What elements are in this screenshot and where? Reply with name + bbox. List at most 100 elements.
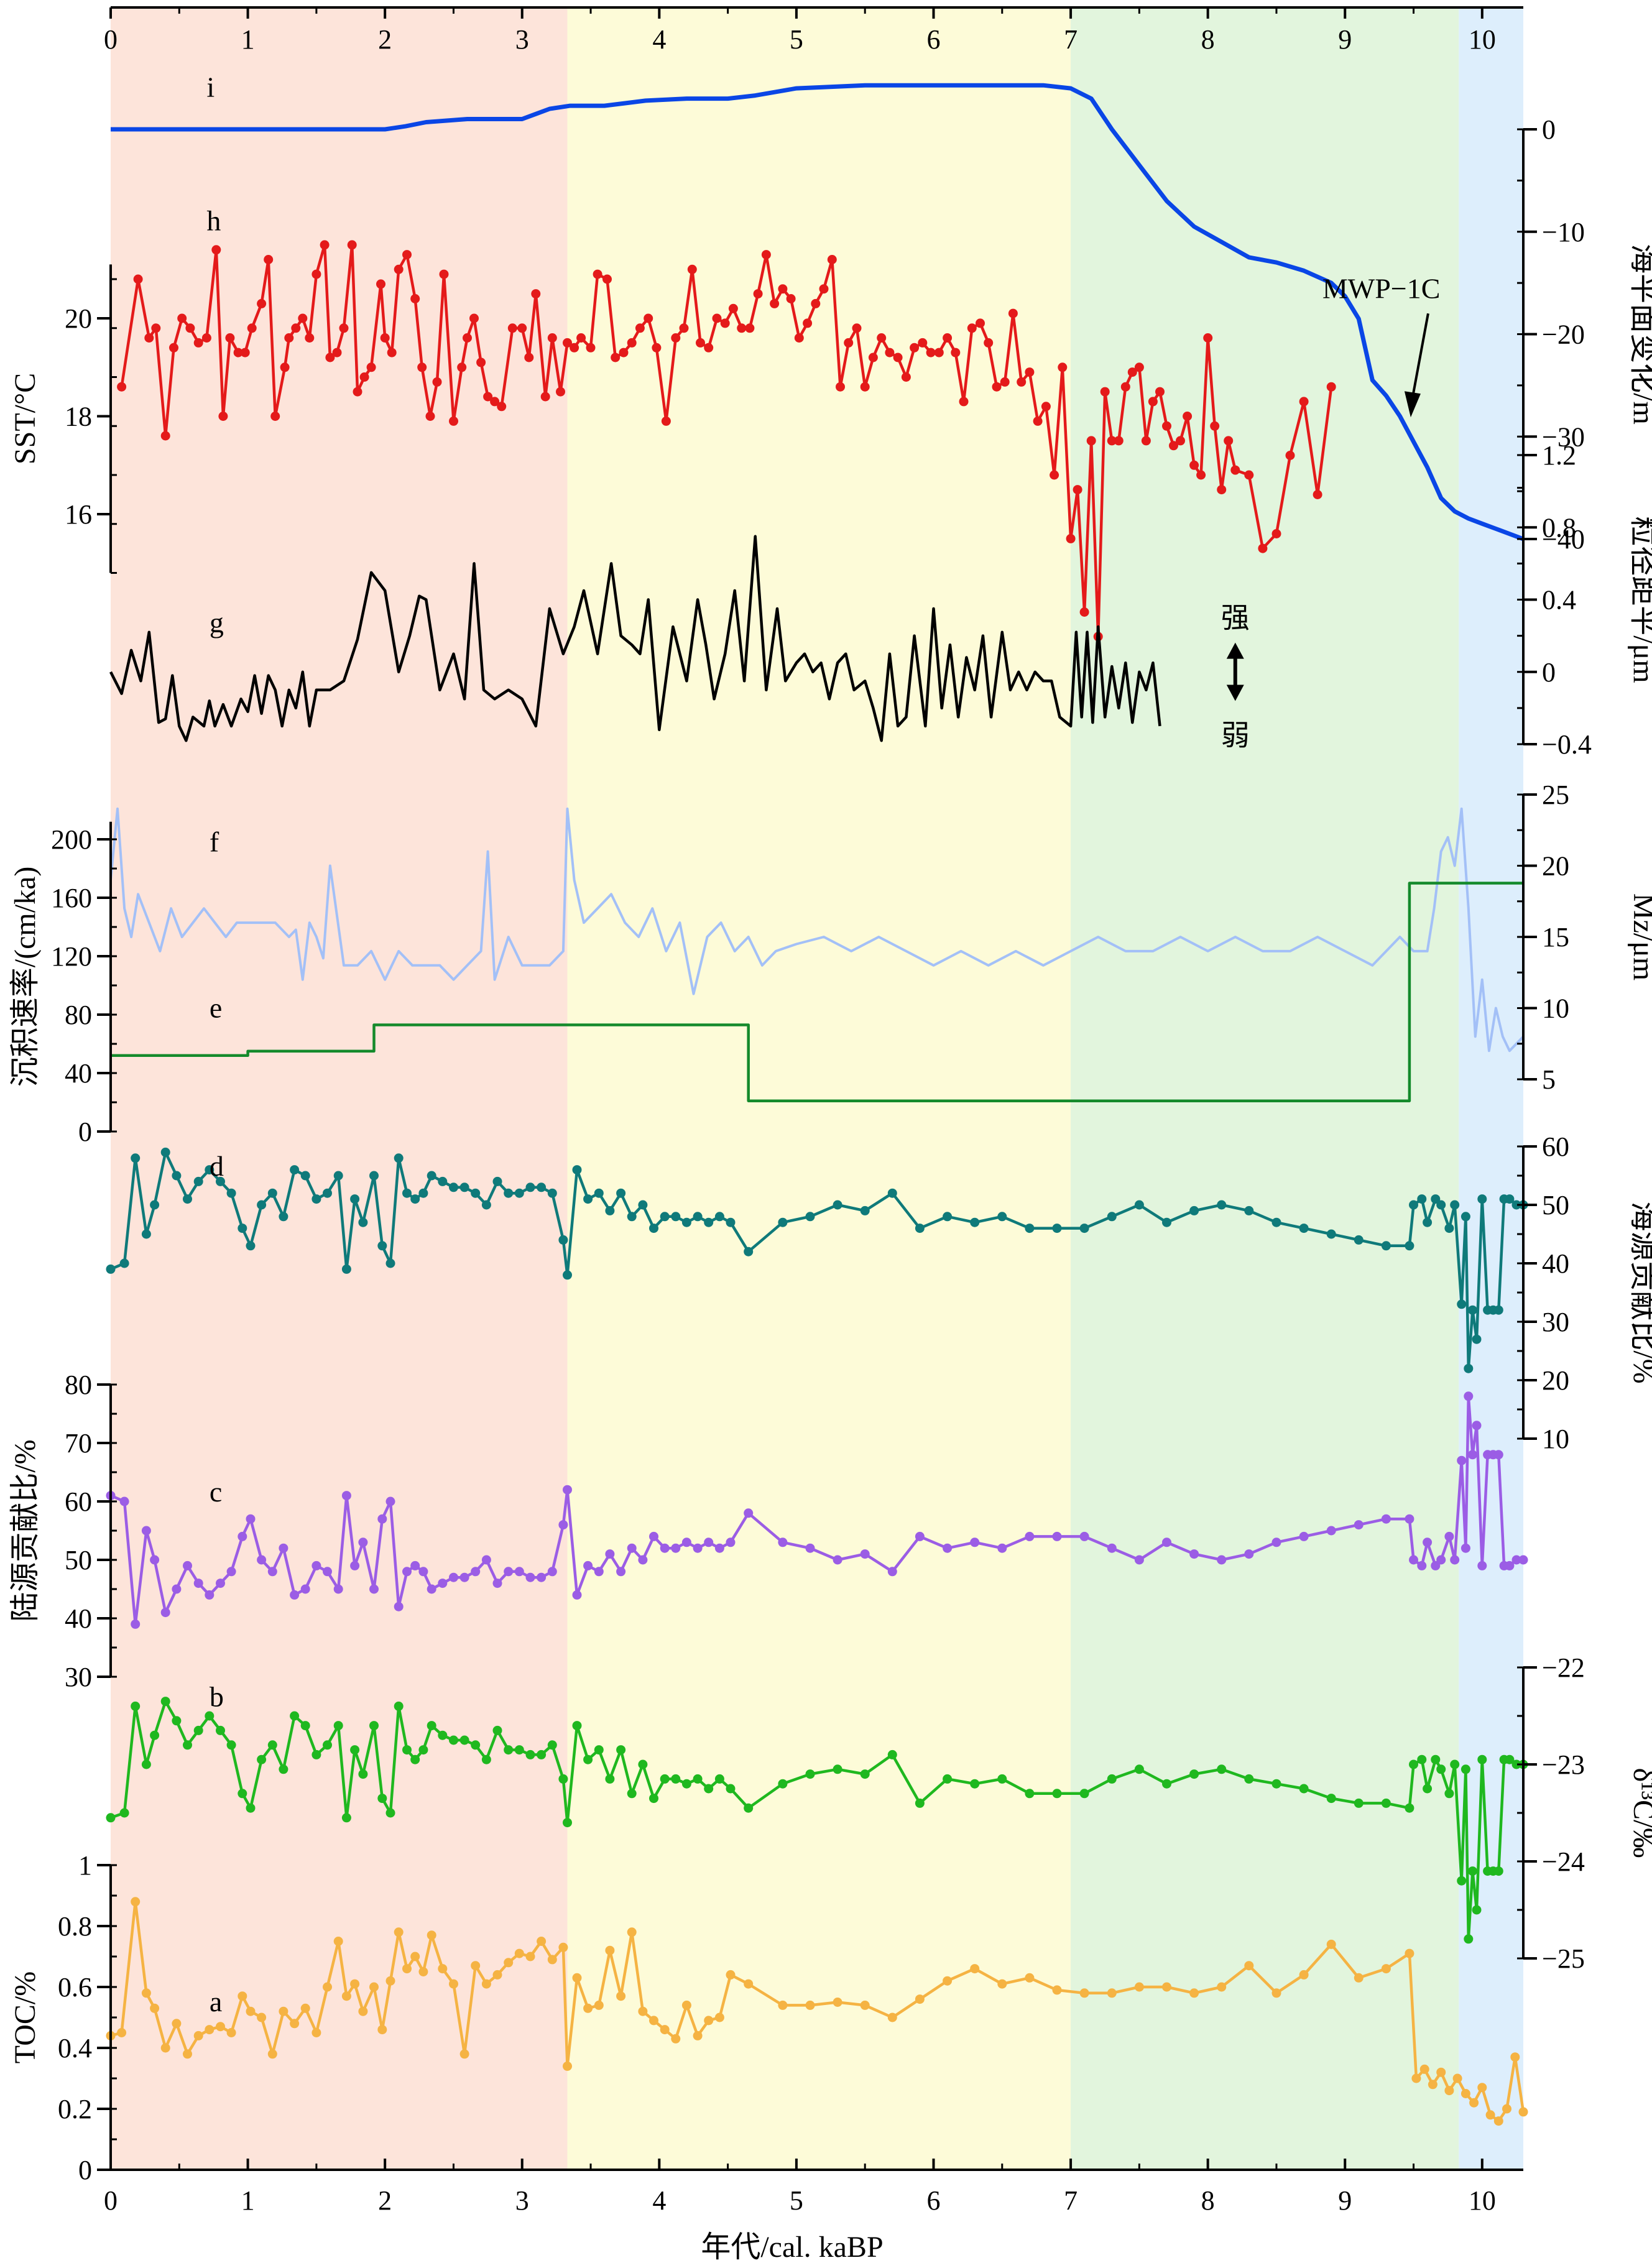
series-b-point [385, 1808, 395, 1818]
series-c-point [279, 1543, 288, 1553]
series-d-point [350, 1194, 360, 1204]
series-h-point [1183, 412, 1193, 421]
series-h-point [984, 338, 994, 348]
series-b-point [402, 1745, 412, 1755]
series-c-point [369, 1584, 379, 1594]
y-tick-label: 0.4 [58, 2033, 92, 2063]
series-h-point [827, 255, 837, 264]
series-h-point [291, 323, 301, 333]
series-c-point [1477, 1560, 1487, 1570]
y-tick-label: 30 [65, 1662, 92, 1692]
series-b-point [671, 1774, 681, 1784]
series-c-point [1025, 1531, 1035, 1541]
series-b-point [333, 1721, 343, 1731]
series-h-point [201, 333, 211, 343]
series-h-point [943, 333, 953, 343]
y-tick-label: 160 [51, 883, 92, 913]
series-h-point [463, 333, 472, 343]
series-a-point [997, 1979, 1007, 1989]
series-d-point [385, 1258, 395, 1268]
series-h-point [593, 269, 602, 279]
series-b-point [1460, 1764, 1470, 1774]
series-a-point [1381, 1964, 1391, 1974]
series-b-point [547, 1740, 557, 1750]
series-c-point [257, 1555, 267, 1565]
series-b-point [970, 1779, 980, 1789]
series-h-point [347, 240, 357, 250]
series-b-point [1107, 1774, 1117, 1784]
series-a-point [394, 1927, 404, 1937]
x-axis-title: 年代/cal. kaBP [701, 2231, 883, 2264]
series-a-point [616, 1991, 626, 2001]
series-d-point [704, 1217, 714, 1227]
series-d-point [323, 1188, 332, 1198]
bottom-x-tick-label: 8 [1201, 2185, 1215, 2216]
y-tick-label: 80 [65, 1000, 92, 1030]
series-h-point [901, 372, 911, 382]
series-a-point [257, 2012, 267, 2022]
series-a-point [183, 2049, 192, 2059]
series-b-point [238, 1789, 247, 1799]
series-c-point [704, 1537, 714, 1547]
series-d-point [160, 1147, 170, 1157]
series-a-point [205, 2025, 215, 2035]
series-h-point [325, 353, 335, 362]
top-x-tick-label: 0 [104, 24, 118, 55]
series-h-point [490, 397, 500, 407]
series-c-point [246, 1514, 256, 1524]
series-c-point [860, 1549, 870, 1559]
series-d-point [627, 1212, 637, 1222]
series-a: a [106, 1897, 1528, 2126]
series-h-point [380, 333, 390, 343]
series-c-point [504, 1567, 514, 1577]
series-a-point [627, 1927, 637, 1937]
mwp-arrow-shaft [1411, 313, 1429, 398]
series-b-point [311, 1749, 321, 1759]
series-d-point [459, 1182, 469, 1192]
series-d-point [605, 1205, 615, 1215]
series-d-point [1189, 1205, 1199, 1215]
series-c-point [1079, 1531, 1089, 1541]
strength-arrow-head-down [1226, 685, 1244, 701]
series-d-point [418, 1188, 428, 1198]
series-d-point [514, 1188, 524, 1198]
series-a-point [172, 2019, 182, 2029]
series-a-point [341, 1991, 351, 2001]
series-d-point [205, 1165, 215, 1175]
series-c-point [1405, 1514, 1414, 1524]
series-b-point [1409, 1759, 1418, 1769]
series-h-point [967, 323, 977, 333]
series-a-point [1502, 2104, 1511, 2114]
y-tick-label: 0.6 [58, 1972, 92, 2003]
series-b-point [1444, 1789, 1454, 1799]
series-h-point [1155, 387, 1165, 397]
series-h-point [439, 269, 449, 279]
series-c-point [887, 1567, 897, 1577]
series-d-point [681, 1217, 691, 1227]
series-h-point [160, 431, 170, 441]
series-d-point [1025, 1224, 1035, 1233]
series-b-point [714, 1774, 724, 1784]
series-c-point [649, 1531, 658, 1541]
series-h-point [836, 382, 845, 392]
series-h-point [720, 318, 730, 328]
series-d-point [238, 1224, 247, 1233]
series-b-point [449, 1735, 458, 1745]
series-h-point [144, 333, 154, 343]
series-a-point [1452, 2073, 1462, 2083]
y-axis-title-sea-level: 海平面变化/m [1627, 244, 1652, 425]
series-c-point [726, 1537, 736, 1547]
series-b-point [410, 1754, 420, 1764]
series-a-point [160, 2043, 170, 2053]
series-b-point [418, 1745, 428, 1755]
series-d-point [1354, 1235, 1364, 1245]
series-h-point [332, 348, 342, 357]
series-h-point [1299, 397, 1309, 407]
series-h-point [225, 333, 235, 343]
series-b-point [1299, 1784, 1309, 1794]
series-a-point [693, 2031, 703, 2040]
series-h-point [652, 343, 662, 353]
series-a-point [1485, 2110, 1495, 2120]
series-c-point [1467, 1450, 1477, 1460]
series-h-point [852, 323, 862, 333]
